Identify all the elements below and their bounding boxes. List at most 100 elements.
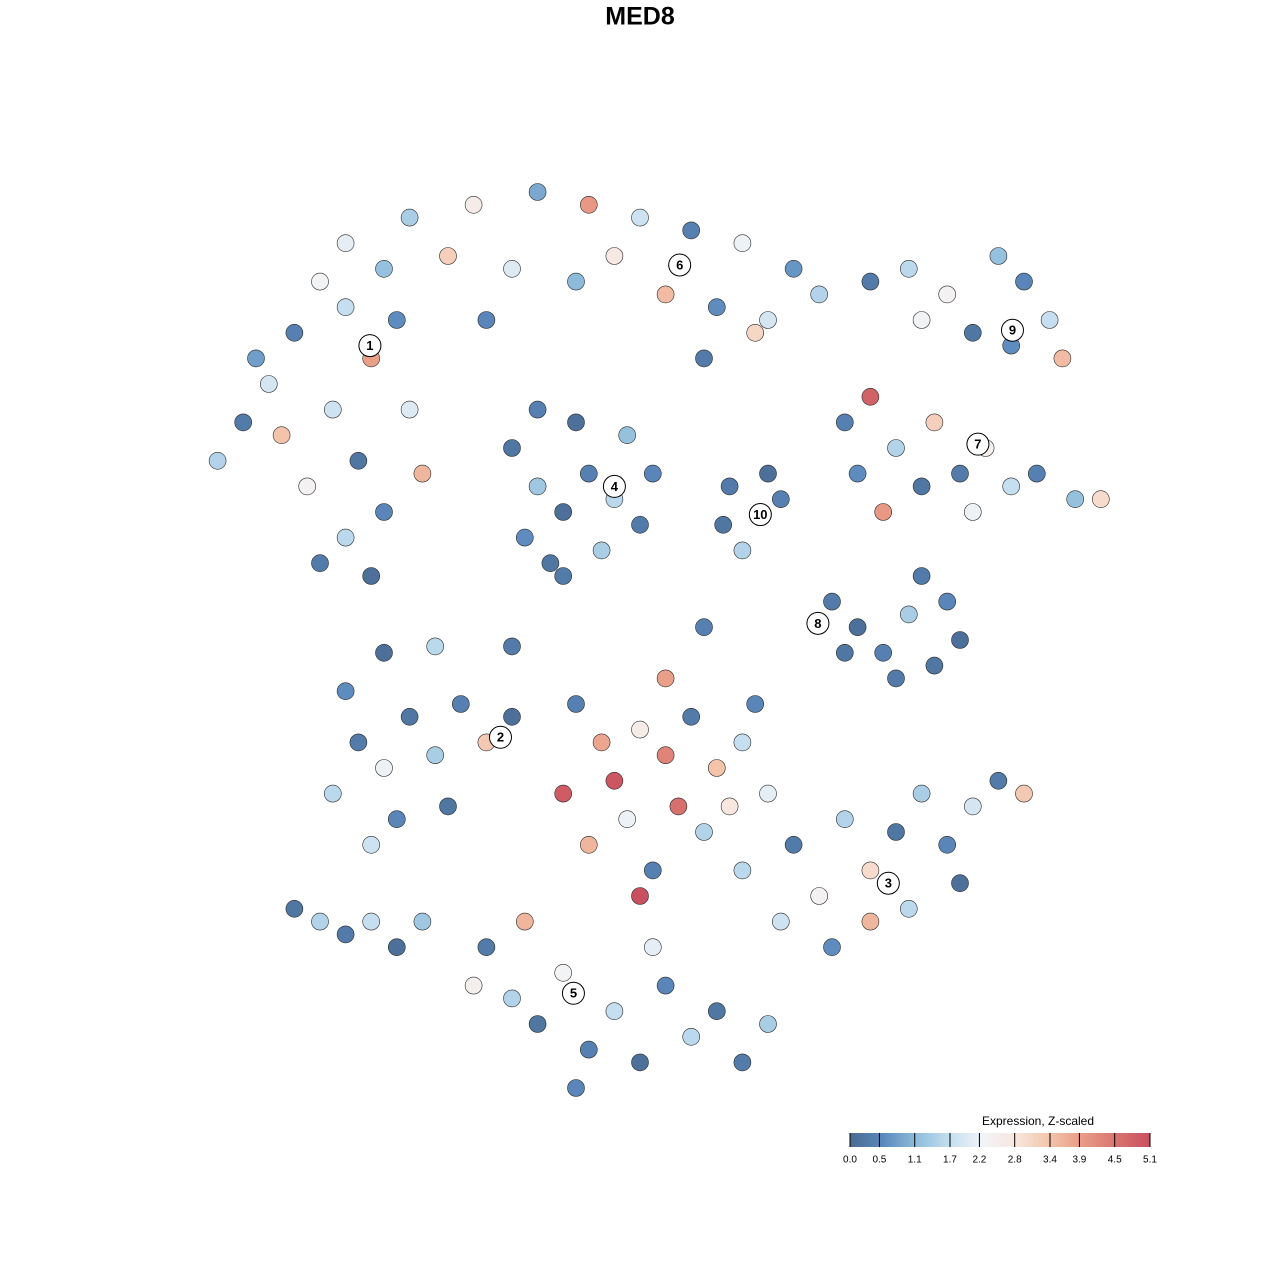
cell-point bbox=[605, 1002, 624, 1021]
cell-point bbox=[515, 912, 534, 931]
cell-point bbox=[784, 835, 803, 854]
cell-point bbox=[861, 272, 880, 291]
cell-point bbox=[259, 375, 278, 393]
cell-point bbox=[426, 637, 445, 656]
cell-point bbox=[323, 400, 342, 419]
cell-point bbox=[912, 567, 931, 585]
cell-point bbox=[631, 208, 649, 227]
cell-point bbox=[311, 554, 329, 573]
cluster-label: 3 bbox=[885, 876, 892, 891]
cell-point bbox=[1002, 477, 1021, 496]
cluster-badge bbox=[1000, 318, 1024, 342]
cell-point bbox=[643, 464, 662, 483]
cell-point bbox=[759, 784, 777, 803]
cell-point bbox=[643, 861, 662, 880]
cell-point bbox=[439, 247, 457, 265]
cell-point bbox=[349, 451, 368, 470]
cell-point bbox=[938, 592, 957, 611]
cell-point bbox=[336, 528, 355, 547]
cell-point bbox=[362, 835, 381, 854]
cell-point bbox=[861, 861, 880, 880]
cell-point bbox=[784, 259, 803, 278]
cell-point bbox=[963, 503, 982, 521]
cell-point bbox=[285, 899, 304, 918]
cell-point bbox=[464, 196, 483, 214]
cell-point bbox=[823, 938, 841, 957]
cell-point bbox=[272, 426, 291, 445]
cell-point bbox=[848, 464, 867, 483]
cell-point bbox=[503, 259, 521, 278]
legend-title: Expression, Z-scaled bbox=[982, 1114, 1094, 1128]
cell-point bbox=[1015, 784, 1033, 803]
cluster-badge bbox=[748, 503, 772, 527]
cell-point bbox=[631, 887, 649, 905]
cell-point bbox=[759, 1015, 777, 1033]
cell-point bbox=[861, 912, 880, 931]
cluster-badge bbox=[876, 871, 900, 895]
cell-point bbox=[464, 976, 483, 995]
cluster-label: 1 bbox=[366, 338, 373, 353]
cell-point bbox=[362, 912, 381, 931]
cell-point bbox=[720, 477, 739, 496]
cell-point bbox=[951, 631, 969, 649]
colorbar-tick-label: 3.4 bbox=[1043, 1155, 1057, 1166]
cell-point bbox=[759, 311, 777, 329]
cell-point bbox=[912, 784, 931, 803]
cell-point bbox=[887, 439, 905, 457]
cell-point bbox=[298, 477, 317, 496]
chart-title: MED8 bbox=[605, 3, 675, 31]
cell-point bbox=[413, 464, 432, 483]
cell-point bbox=[375, 503, 393, 521]
cell-point bbox=[528, 183, 547, 201]
cell-point bbox=[989, 771, 1008, 790]
cluster-label: 2 bbox=[497, 730, 504, 745]
cell-point bbox=[656, 669, 675, 688]
cell-point bbox=[951, 464, 969, 483]
cell-point bbox=[951, 874, 969, 893]
colorbar-tick-label: 4.5 bbox=[1108, 1155, 1122, 1166]
cluster-badge bbox=[966, 432, 990, 456]
cell-point bbox=[234, 413, 252, 432]
cell-point bbox=[695, 349, 713, 368]
cluster-badge bbox=[358, 334, 382, 358]
cluster-badge bbox=[561, 981, 585, 1005]
cell-point bbox=[349, 733, 368, 752]
cell-point bbox=[656, 746, 675, 765]
cell-point bbox=[503, 637, 521, 656]
cell-point bbox=[451, 695, 470, 713]
cell-point bbox=[528, 1015, 547, 1033]
cell-point bbox=[835, 810, 854, 829]
cluster-label: 7 bbox=[974, 437, 981, 452]
colorbar-tick-label: 1.7 bbox=[943, 1155, 957, 1166]
cell-point bbox=[503, 439, 521, 457]
cell-point bbox=[579, 196, 598, 214]
cell-point bbox=[477, 938, 496, 957]
points bbox=[208, 183, 1110, 1097]
cell-point bbox=[618, 426, 637, 445]
cell-point bbox=[439, 797, 457, 816]
cell-point bbox=[592, 541, 611, 560]
cell-point bbox=[887, 669, 905, 688]
colorbar-tick-label: 2.2 bbox=[972, 1155, 986, 1166]
cell-point bbox=[714, 515, 733, 534]
cell-point bbox=[1092, 490, 1110, 509]
cell-point bbox=[336, 682, 355, 701]
cell-point bbox=[567, 413, 585, 432]
cell-point bbox=[835, 643, 854, 662]
cell-point bbox=[554, 567, 573, 585]
cluster-badge bbox=[488, 725, 512, 749]
cell-point bbox=[528, 400, 547, 419]
cell-point bbox=[887, 823, 905, 841]
cell-point bbox=[925, 656, 944, 675]
cell-point bbox=[899, 899, 918, 918]
cell-point bbox=[746, 323, 765, 342]
cell-point bbox=[963, 797, 982, 816]
cell-point bbox=[285, 323, 304, 342]
cluster-label: 8 bbox=[814, 616, 821, 631]
cell-point bbox=[912, 477, 931, 496]
cell-point bbox=[695, 618, 713, 637]
cell-point bbox=[874, 643, 893, 662]
colorbar-tick-label: 5.1 bbox=[1143, 1155, 1157, 1166]
cluster-badge bbox=[668, 253, 692, 277]
